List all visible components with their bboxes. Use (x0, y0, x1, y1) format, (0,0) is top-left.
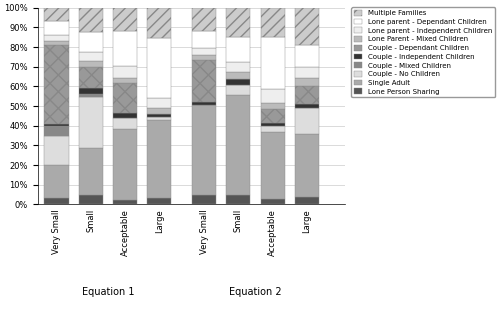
Bar (113, 66, 137, 78)
Bar (44, 41, 68, 45)
Bar (192, 60, 216, 102)
Bar (260, 199, 284, 204)
Bar (295, 86, 319, 104)
Bar (260, 36, 284, 89)
Bar (79, 94, 103, 97)
Bar (226, 195, 250, 204)
Bar (148, 99, 172, 108)
Bar (44, 198, 68, 204)
Bar (79, 61, 103, 67)
Bar (260, 109, 284, 123)
Bar (260, 8, 284, 36)
Bar (192, 48, 216, 55)
Bar (192, 105, 216, 195)
Bar (79, 52, 103, 61)
Bar (295, 108, 319, 134)
Bar (113, 8, 137, 31)
Bar (113, 200, 137, 204)
Bar (44, 45, 68, 124)
Text: Equation 2: Equation 2 (229, 287, 282, 297)
Legend: Multiple Families, Lone parent - Dependant Children, Lone parent - Independent C: Multiple Families, Lone parent - Dependa… (351, 7, 495, 98)
Bar (295, 78, 319, 86)
Bar (192, 55, 216, 60)
Bar (226, 78, 250, 85)
Bar (113, 130, 137, 200)
Bar (226, 37, 250, 62)
Bar (192, 195, 216, 204)
Bar (226, 62, 250, 72)
Bar (260, 103, 284, 109)
Bar (44, 136, 68, 165)
Bar (226, 8, 250, 37)
Bar (148, 120, 172, 198)
Bar (148, 117, 172, 120)
Bar (113, 118, 137, 130)
Bar (44, 35, 68, 41)
Bar (44, 21, 68, 35)
Bar (79, 32, 103, 52)
Bar (44, 8, 68, 21)
Bar (260, 89, 284, 103)
Bar (226, 85, 250, 95)
Bar (44, 165, 68, 198)
Bar (148, 8, 172, 38)
Bar (295, 8, 319, 45)
Bar (79, 67, 103, 88)
Bar (113, 78, 137, 83)
Bar (260, 126, 284, 132)
Bar (260, 132, 284, 199)
Bar (226, 72, 250, 78)
Bar (295, 197, 319, 204)
Bar (260, 123, 284, 126)
Bar (148, 114, 172, 117)
Bar (148, 38, 172, 99)
Bar (192, 31, 216, 48)
Bar (44, 124, 68, 126)
Bar (148, 108, 172, 114)
Text: Equation 1: Equation 1 (82, 287, 134, 297)
Bar (113, 83, 137, 113)
Bar (148, 198, 172, 204)
Bar (79, 88, 103, 94)
Bar (113, 113, 137, 118)
Bar (226, 95, 250, 195)
Bar (44, 126, 68, 136)
Bar (192, 102, 216, 105)
Bar (113, 31, 137, 66)
Bar (79, 148, 103, 195)
Bar (79, 8, 103, 32)
Bar (295, 134, 319, 197)
Bar (295, 45, 319, 67)
Bar (295, 67, 319, 78)
Bar (295, 104, 319, 108)
Bar (79, 195, 103, 204)
Bar (79, 97, 103, 148)
Bar (192, 8, 216, 31)
